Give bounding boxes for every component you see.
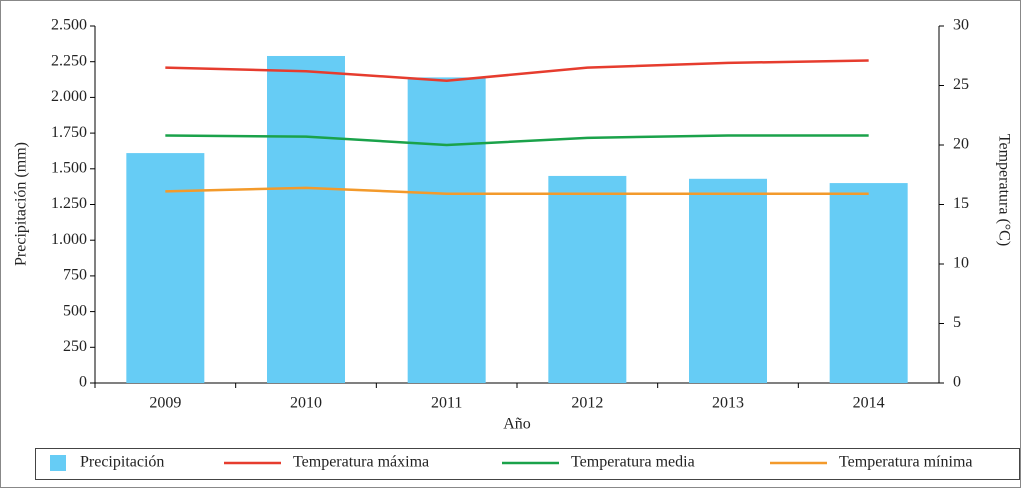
legend-label: Temperatura máxima [293,454,429,471]
bar [126,153,205,383]
y2-tick-label: 15 [953,195,969,212]
legend-label: Precipitación [80,454,164,471]
legend-swatch [50,455,66,471]
y-tick-label: 1.500 [51,159,87,176]
y2-tick-label: 30 [953,17,969,34]
y-tick-label: 250 [63,338,87,355]
y-tick-label: 2.000 [51,88,87,105]
x-tick-label: 2012 [571,395,603,412]
x-tick-label: 2013 [712,395,744,412]
y2-tick-label: 5 [953,314,961,331]
y2-tick-label: 0 [953,374,961,391]
y-tick-label: 750 [63,267,87,284]
y-tick-label: 500 [63,302,87,319]
y2-tick-label: 20 [953,136,969,153]
x-tick-label: 2010 [290,395,322,412]
line-series [165,134,869,147]
legend-box [35,448,1020,480]
legend-label: Temperatura mínima [839,454,973,471]
y-tick-label: 1.250 [51,195,87,212]
y-tick-label: 0 [79,374,87,391]
bar [267,55,345,383]
x-tick-label: 2009 [149,395,181,412]
bar [689,178,767,383]
y2-tick-label: 10 [953,255,969,272]
y-tick-label: 1.750 [51,124,87,141]
x-tick-label: 2011 [431,395,462,412]
y-tick-label: 2.500 [51,17,87,34]
y-tick-label: 2.250 [51,52,87,69]
line-series [165,186,869,196]
bar [548,175,627,383]
y2-tick-label: 25 [953,76,969,93]
x-tick-label: 2014 [853,395,885,412]
x-axis-title: Año [503,416,531,433]
legend-label: Temperatura media [571,454,695,471]
bar [829,183,908,383]
y-tick-label: 1.000 [51,231,87,248]
y-axis-title: Precipitación (mm) [13,142,30,266]
y2-axis-title: Temperatura (°C) [995,134,1012,246]
bar [407,77,486,384]
line-series [165,59,869,82]
